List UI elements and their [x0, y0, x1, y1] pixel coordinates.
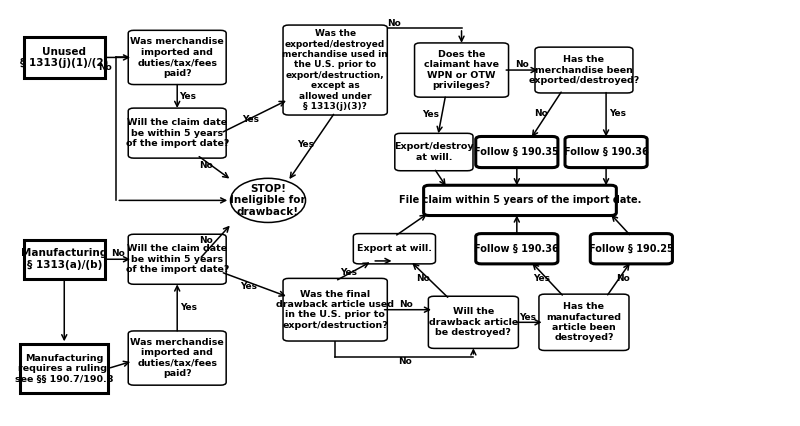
- Text: STOP!
Ineligible for
drawback!: STOP! Ineligible for drawback!: [230, 184, 306, 217]
- FancyBboxPatch shape: [128, 108, 226, 158]
- FancyBboxPatch shape: [535, 47, 633, 93]
- Text: Manufacturing
requires a ruling;
see §§ 190.7/190.8: Manufacturing requires a ruling; see §§ …: [15, 354, 114, 383]
- FancyBboxPatch shape: [128, 30, 226, 84]
- Text: Follow § 190.25: Follow § 190.25: [589, 244, 674, 254]
- FancyBboxPatch shape: [128, 234, 226, 284]
- Text: Will the claim date
be within 5 years
of the import date?: Will the claim date be within 5 years of…: [126, 245, 229, 274]
- FancyBboxPatch shape: [476, 233, 558, 264]
- FancyBboxPatch shape: [414, 43, 509, 97]
- Text: Follow § 190.36: Follow § 190.36: [474, 244, 559, 254]
- Text: Follow § 190.35: Follow § 190.35: [474, 147, 559, 157]
- Ellipse shape: [230, 178, 306, 222]
- Text: Will the claim date
be within 5 years
of the import date?: Will the claim date be within 5 years of…: [126, 118, 229, 148]
- Text: Yes: Yes: [610, 109, 626, 118]
- Text: No: No: [111, 249, 125, 258]
- Text: No: No: [399, 300, 413, 309]
- FancyBboxPatch shape: [590, 233, 673, 264]
- FancyBboxPatch shape: [565, 136, 647, 167]
- FancyBboxPatch shape: [354, 233, 435, 264]
- FancyBboxPatch shape: [428, 296, 518, 348]
- Text: No: No: [98, 63, 112, 72]
- FancyBboxPatch shape: [283, 278, 387, 341]
- FancyBboxPatch shape: [539, 294, 629, 351]
- FancyBboxPatch shape: [476, 136, 558, 167]
- Text: Manufacturing
§ 1313(a)/(b): Manufacturing § 1313(a)/(b): [21, 248, 107, 270]
- Text: Yes: Yes: [422, 110, 439, 119]
- Text: No: No: [199, 161, 214, 170]
- Text: Was merchandise
imported and
duties/tax/fees
paid?: Was merchandise imported and duties/tax/…: [130, 37, 224, 78]
- Text: Follow § 190.36: Follow § 190.36: [564, 147, 649, 157]
- Text: No: No: [534, 109, 547, 118]
- Text: Yes: Yes: [298, 141, 314, 150]
- Text: No: No: [416, 274, 430, 283]
- Text: Does the
claimant have
WPN or OTW
privileges?: Does the claimant have WPN or OTW privil…: [424, 50, 499, 90]
- Text: File claim within 5 years of the import date.: File claim within 5 years of the import …: [399, 196, 641, 205]
- Text: Yes: Yes: [242, 115, 259, 124]
- FancyBboxPatch shape: [395, 133, 473, 171]
- Text: Was merchandise
imported and
duties/tax/fees
paid?: Was merchandise imported and duties/tax/…: [130, 338, 224, 378]
- FancyBboxPatch shape: [128, 331, 226, 385]
- Text: Export/destroy
at will.: Export/destroy at will.: [394, 142, 474, 162]
- FancyBboxPatch shape: [24, 37, 105, 78]
- Text: No: No: [199, 236, 214, 245]
- FancyBboxPatch shape: [424, 185, 616, 216]
- Text: Yes: Yes: [340, 268, 357, 277]
- Text: No: No: [387, 19, 402, 28]
- Text: Has the
merchandise been
exported/destroyed?: Has the merchandise been exported/destro…: [528, 55, 639, 85]
- Text: No: No: [617, 273, 630, 283]
- Text: Yes: Yes: [179, 92, 196, 101]
- Text: No: No: [398, 357, 411, 366]
- Text: Will the
drawback article
be destroyed?: Will the drawback article be destroyed?: [429, 308, 518, 337]
- Text: Yes: Yes: [533, 273, 550, 283]
- FancyBboxPatch shape: [283, 25, 387, 115]
- Text: Unused
§ 1313(j)(1)/(2): Unused § 1313(j)(1)/(2): [20, 46, 109, 68]
- FancyBboxPatch shape: [20, 344, 109, 393]
- Text: Yes: Yes: [519, 313, 536, 322]
- Text: Was the final
drawback article used
in the U.S. prior to
export/destruction?: Was the final drawback article used in t…: [276, 290, 394, 330]
- Text: Export at will.: Export at will.: [357, 244, 432, 253]
- Text: No: No: [514, 60, 529, 69]
- Text: Yes: Yes: [240, 282, 257, 291]
- Text: Yes: Yes: [180, 303, 197, 312]
- FancyBboxPatch shape: [24, 240, 105, 279]
- Text: Has the
manufactured
article been
destroyed?: Has the manufactured article been destro…: [546, 302, 622, 343]
- Text: Was the
exported/destroyed
merchandise used in
the U.S. prior to
export/destruct: Was the exported/destroyed merchandise u…: [282, 29, 388, 111]
